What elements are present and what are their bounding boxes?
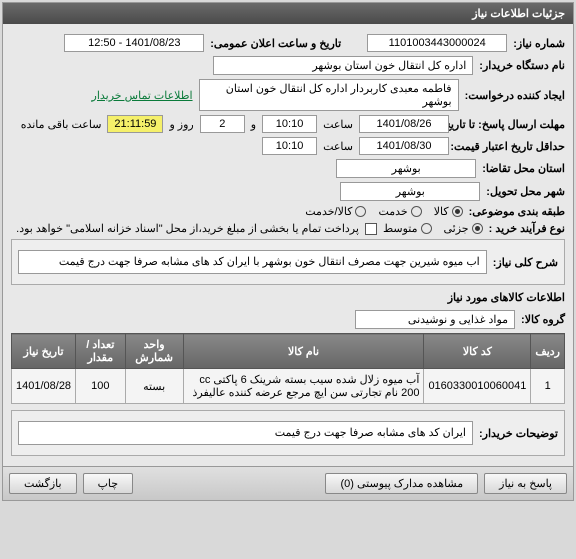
- process-radio-group: جزئی متوسط: [383, 222, 483, 235]
- buyer-org-label: نام دستگاه خریدار:: [479, 59, 565, 72]
- delivery-city-label: شهر محل تحویل:: [486, 185, 565, 198]
- category-radio-group: کالا خدمت کالا/خدمت: [305, 205, 462, 218]
- col-qty: تعداد / مقدار: [76, 334, 126, 369]
- response-deadline-label: مهلت ارسال پاسخ: تا تاریخ:: [455, 118, 565, 131]
- goods-section-title: اطلاعات کالاهای مورد نیاز: [11, 291, 565, 304]
- requester-value: فاطمه معبدی کاربردار اداره کل انتقال خون…: [199, 79, 459, 111]
- cell-name: آب میوه زلال شده سیب بسته شرینک 6 پاکتی …: [183, 369, 424, 404]
- radio-kala[interactable]: کالا: [434, 205, 463, 218]
- radio-partial[interactable]: جزئی: [444, 222, 483, 235]
- request-province-label: استان محل تقاضا:: [482, 162, 565, 175]
- print-button[interactable]: چاپ: [83, 473, 134, 494]
- cell-unit: بسته: [125, 369, 183, 404]
- remain-label: ساعت باقی مانده: [21, 118, 102, 131]
- col-code: کد کالا: [424, 334, 531, 369]
- col-row: ردیف: [531, 334, 565, 369]
- buyer-org-value: اداره کل انتقال خون استان بوشهر: [213, 56, 473, 75]
- category-type-label: طبقه بندی موضوعی:: [469, 205, 565, 218]
- and-label: و: [251, 118, 256, 131]
- radio-khadamat[interactable]: خدمت: [378, 205, 421, 218]
- table-header-row: ردیف کد کالا نام کالا واحد شمارش تعداد /…: [12, 334, 565, 369]
- delivery-city-value: بوشهر: [340, 182, 480, 201]
- col-unit: واحد شمارش: [125, 334, 183, 369]
- validity-deadline-date: 1401/08/30: [359, 137, 449, 155]
- need-number-label: شماره نیاز:: [513, 37, 565, 50]
- attachments-button[interactable]: مشاهده مدارک پیوستی (0): [325, 473, 478, 494]
- back-button[interactable]: بازگشت: [9, 473, 77, 494]
- contact-info-link[interactable]: اطلاعات تماس خریدار: [92, 89, 193, 102]
- response-deadline-date: 1401/08/26: [359, 115, 449, 133]
- day-label: روز و: [169, 118, 193, 131]
- need-desc-value: اب میوه شیرین جهت مصرف انتقال خون بوشهر …: [18, 250, 487, 274]
- col-name: نام کالا: [183, 334, 424, 369]
- buyer-note-label: توضیحات خریدار:: [479, 427, 558, 440]
- cell-qty: 100: [76, 369, 126, 404]
- request-province-value: بوشهر: [336, 159, 476, 178]
- radio-kalakhadamat[interactable]: کالا/خدمت: [305, 205, 366, 218]
- time-label-2: ساعت: [323, 140, 353, 153]
- payment-checkbox[interactable]: [365, 223, 377, 235]
- table-row[interactable]: 1 0160330010060041 آب میوه زلال شده سیب …: [12, 369, 565, 404]
- cell-idx: 1: [531, 369, 565, 404]
- payment-note: پرداخت تمام یا بخشی از مبلغ خرید،از محل …: [16, 222, 359, 235]
- cell-code: 0160330010060041: [424, 369, 531, 404]
- footer-bar: پاسخ به نیاز مشاهده مدارک پیوستی (0) چاپ…: [3, 466, 573, 500]
- validity-deadline-time: 10:10: [262, 137, 317, 155]
- goods-group-value: مواد غذایی و نوشیدنی: [355, 310, 515, 329]
- response-deadline-time: 10:10: [262, 115, 317, 133]
- need-desc-group: شرح کلی نیاز: اب میوه شیرین جهت مصرف انت…: [11, 239, 565, 285]
- need-number-value: 1101003443000024: [367, 34, 507, 52]
- announce-datetime-value: 1401/08/23 - 12:50: [64, 34, 204, 52]
- day-value: 2: [200, 115, 245, 133]
- time-label-1: ساعت: [323, 118, 353, 131]
- radio-medium[interactable]: متوسط: [383, 222, 432, 235]
- requester-label: ایجاد کننده درخواست:: [465, 89, 565, 102]
- validity-deadline-label: حداقل تاریخ اعتبار قیمت: تا تاریخ:: [455, 140, 565, 153]
- panel-title: جزئیات اطلاعات نیاز: [3, 3, 573, 24]
- cell-date: 1401/08/28: [12, 369, 76, 404]
- announce-datetime-label: تاریخ و ساعت اعلان عمومی:: [210, 37, 341, 50]
- main-panel: جزئیات اطلاعات نیاز شماره نیاز: 11010034…: [2, 2, 574, 501]
- panel-body: شماره نیاز: 1101003443000024 تاریخ و ساع…: [3, 24, 573, 466]
- col-date: تاریخ نیاز: [12, 334, 76, 369]
- reply-button[interactable]: پاسخ به نیاز: [484, 473, 567, 494]
- remain-time: 21:11:59: [107, 115, 163, 133]
- buyer-note-group: توضیحات خریدار: ایران کد های مشابه صرفا …: [11, 410, 565, 456]
- purchase-process-label: نوع فرآیند خرید :: [489, 222, 565, 235]
- buyer-note-value: ایران کد های مشابه صرفا جهت درج قیمت: [18, 421, 473, 445]
- need-desc-label: شرح کلی نیاز:: [493, 256, 558, 269]
- goods-group-label: گروه کالا:: [521, 313, 565, 326]
- goods-table: ردیف کد کالا نام کالا واحد شمارش تعداد /…: [11, 333, 565, 404]
